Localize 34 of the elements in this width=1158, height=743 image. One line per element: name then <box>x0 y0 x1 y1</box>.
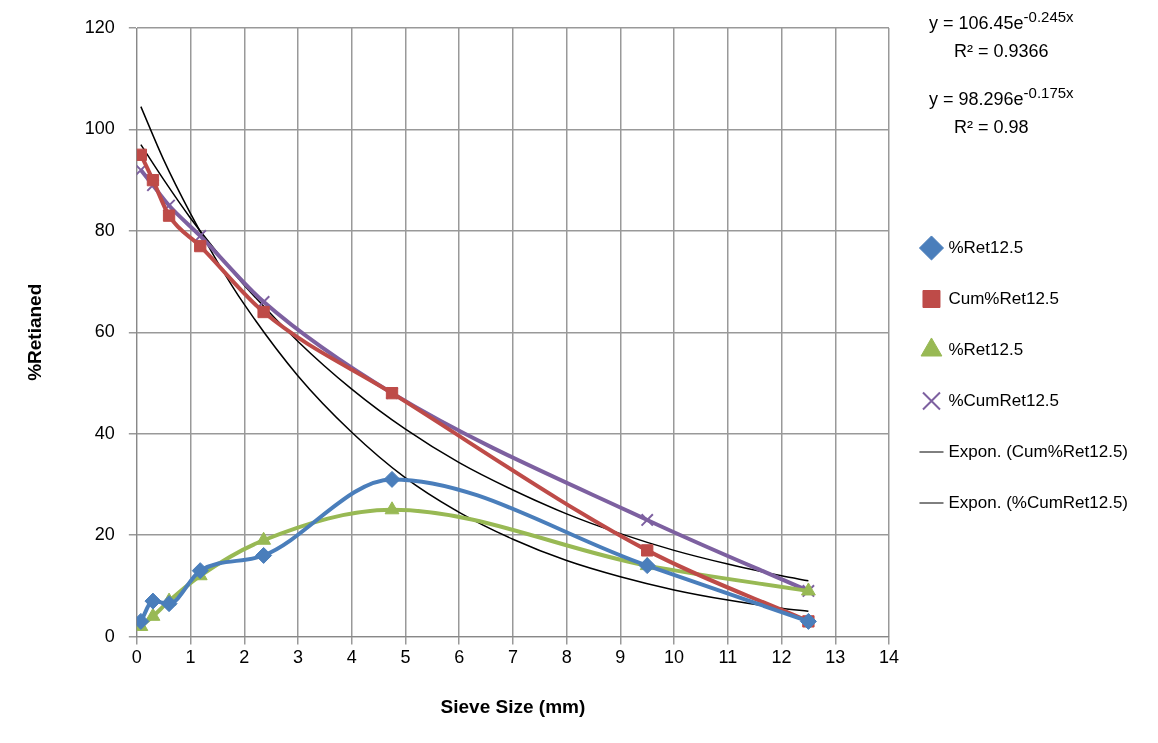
x-tick-label: 13 <box>825 647 846 668</box>
x-tick-label: 7 <box>507 647 518 668</box>
x-tick-label: 8 <box>561 647 572 668</box>
x-tick-label: 9 <box>615 647 626 668</box>
x-tick-label: 12 <box>771 647 792 668</box>
y-tick-label: 60 <box>94 321 115 342</box>
legend-label: %Ret12.5 <box>948 237 1024 257</box>
x-axis-title: Sieve Size (mm) <box>440 695 586 717</box>
y-axis-title: %Retianed <box>23 283 45 381</box>
x-tick-label: 6 <box>454 647 465 668</box>
legend-label: %CumRet12.5 <box>948 390 1060 410</box>
y-tick-label: 120 <box>84 16 115 37</box>
x-tick-label: 11 <box>718 647 738 668</box>
x-tick-label: 2 <box>239 647 250 668</box>
x-tick-label: 3 <box>293 647 304 668</box>
x-tick-label: 10 <box>664 647 685 668</box>
x-tick-label: 4 <box>346 647 357 668</box>
y-tick-label: 100 <box>84 118 115 139</box>
legend-label: %Ret12.5 <box>948 339 1024 359</box>
x-tick-label: 0 <box>131 647 142 668</box>
x-tick-label: 5 <box>400 647 411 668</box>
text: y = 106.45e$^{-0.245x}$ <box>928 8 1074 34</box>
y-tick-label: 40 <box>94 422 115 443</box>
legend-label: Expon. (%CumRet12.5) <box>948 492 1129 512</box>
y-tick-label: 80 <box>94 219 115 240</box>
y-tick-label: 0 <box>104 625 115 646</box>
x-tick-label: 14 <box>878 647 899 668</box>
text: R² = 0.9366 <box>953 41 1049 62</box>
text: R² = 0.98 <box>953 117 1029 138</box>
x-tick-label: 1 <box>185 647 196 668</box>
legend-label: Cum%Ret12.5 <box>948 288 1060 308</box>
legend-label: Expon. (Cum%Ret12.5) <box>948 441 1129 461</box>
text: y = 98.296e$^{-0.175x}$ <box>928 84 1074 110</box>
y-tick-label: 20 <box>94 524 115 545</box>
